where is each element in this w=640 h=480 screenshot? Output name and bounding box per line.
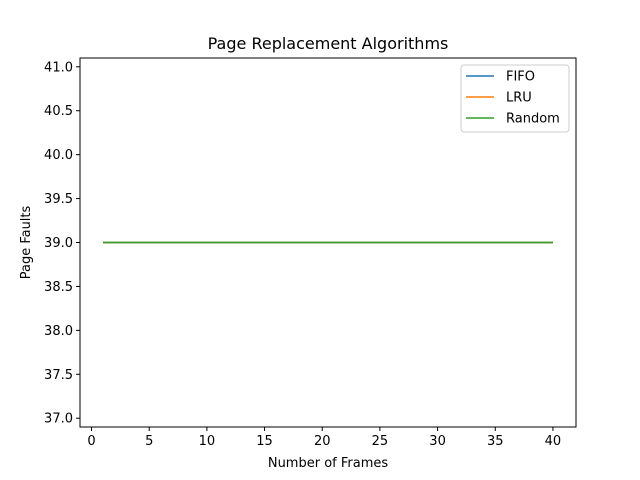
x-tick-label: 35 [487, 434, 504, 449]
x-tick-label: 0 [87, 434, 95, 449]
x-tick-label: 30 [429, 434, 446, 449]
x-tick-label: 5 [145, 434, 153, 449]
y-tick-label: 38.0 [44, 324, 73, 339]
x-tick-label: 10 [199, 434, 216, 449]
y-tick-label: 37.5 [44, 368, 73, 383]
y-tick-label: 39.0 [44, 236, 73, 251]
x-tick-label: 20 [314, 434, 331, 449]
y-tick-label: 38.5 [44, 280, 73, 295]
x-axis-label: Number of Frames [268, 456, 389, 471]
x-tick-label: 25 [372, 434, 389, 449]
y-tick-label: 37.0 [44, 412, 73, 427]
y-tick-label: 40.0 [44, 148, 73, 163]
y-tick-label: 40.5 [44, 104, 73, 119]
x-tick-label: 40 [545, 434, 562, 449]
y-tick-label: 41.0 [44, 60, 73, 75]
chart-title: Page Replacement Algorithms [208, 34, 449, 53]
legend-label-random: Random [506, 112, 560, 127]
plot-border [79, 57, 577, 428]
legend-box [460, 64, 570, 133]
legend-label-lru: LRU [506, 91, 532, 106]
legend-label-fifo: FIFO [506, 70, 535, 85]
x-tick-label: 15 [256, 434, 273, 449]
y-tick-label: 39.5 [44, 192, 73, 207]
tick-layer: 0 5 10 15 20 25 30 35 40 37.0 37.5 38.0 38.5 39.0 39.5… [44, 60, 561, 449]
y-axis-label: Page Faults [19, 205, 34, 279]
legend: FIFO LRU Random [460, 64, 570, 133]
